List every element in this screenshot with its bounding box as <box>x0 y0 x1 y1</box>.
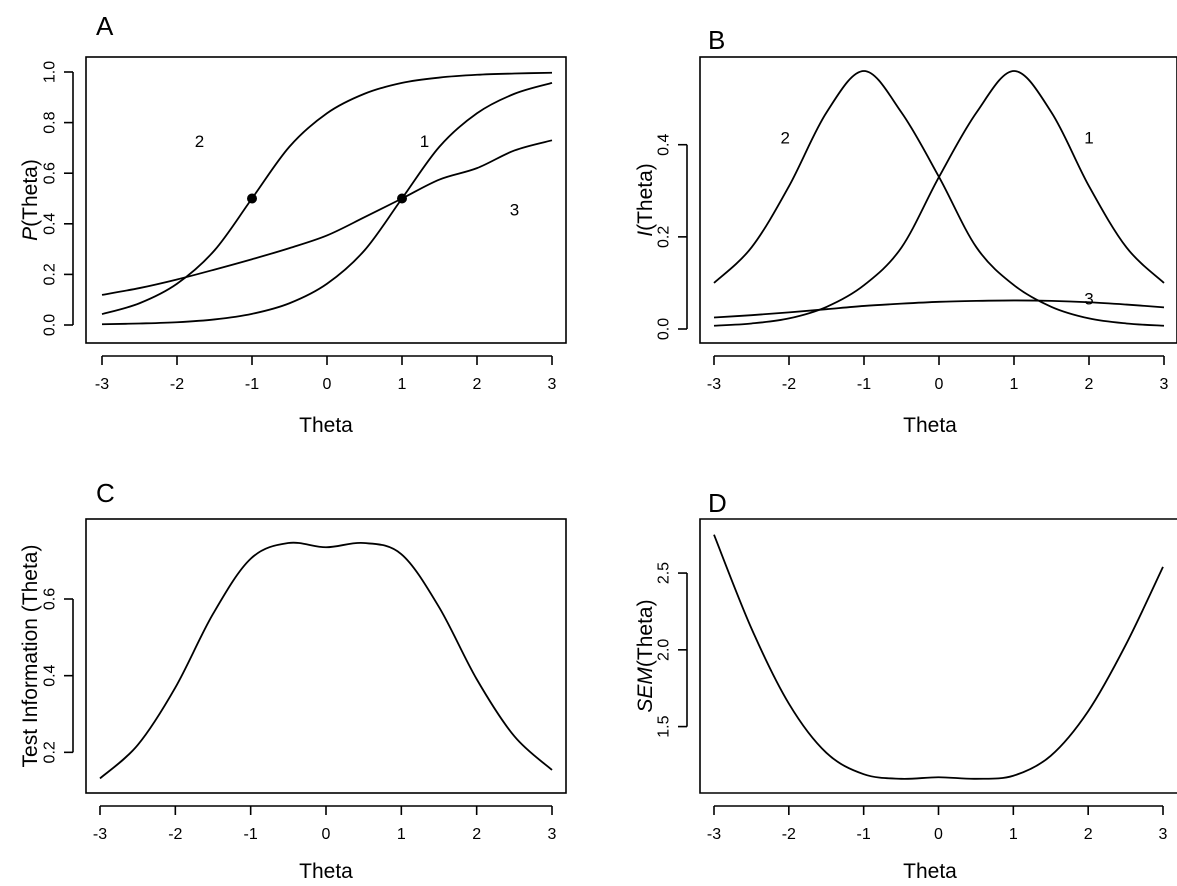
x-tick-label: 3 <box>1160 376 1169 393</box>
y-axis-title: I(Theta) <box>634 163 657 237</box>
x-tick-label: 1 <box>1010 376 1019 393</box>
x-axis-title: Theta <box>299 860 353 883</box>
data-point <box>247 193 257 204</box>
x-tick-label: 1 <box>397 826 406 843</box>
y-tick-label: 2.5 <box>656 562 673 584</box>
x-tick-label: 1 <box>398 376 407 393</box>
y-tick-label: 0.4 <box>42 664 59 686</box>
y-tick-label: 1.0 <box>42 61 59 83</box>
x-tick-label: 0 <box>935 376 944 393</box>
x-tick-label: 1 <box>1009 826 1018 843</box>
x-tick-label: -1 <box>857 376 871 393</box>
x-tick-label: 0 <box>323 376 332 393</box>
x-tick-label: -1 <box>244 826 258 843</box>
panel-letter: C <box>96 478 115 508</box>
y-axis-title: Test Information (Theta) <box>19 545 42 768</box>
plot-frame <box>85 518 567 794</box>
x-tick-label: 3 <box>548 826 557 843</box>
panel-b: B -3 -2 -1 0 1 2 3 0.0 0.2 0.4 Theta I(Theta) 2 1 3 <box>634 25 1177 437</box>
x-tick-label: 2 <box>472 826 481 843</box>
x-tick-label: -3 <box>707 376 721 393</box>
x-tick-label: -2 <box>782 826 796 843</box>
panel-letter: B <box>708 25 725 55</box>
series-line-1 <box>713 534 1164 780</box>
y-tick-label: 0.6 <box>42 162 59 184</box>
y-axis-title: SEM(Theta) <box>634 599 657 712</box>
curve-label: 3 <box>1084 290 1093 309</box>
curve-label: 2 <box>781 128 790 147</box>
y-tick-label: 0.4 <box>42 213 59 235</box>
y-tick-label: 2.0 <box>656 639 673 661</box>
panel-a: A -3 -2 -1 0 1 2 3 0.0 0.2 0.4 0.6 0.8 1.0 Theta P(Thet… <box>19 11 567 437</box>
panel-d: D -3 -2 -1 0 1 2 3 1.5 2.0 2.5 Theta SEM(Theta) <box>634 488 1177 883</box>
x-tick-label: -3 <box>93 826 107 843</box>
series-line-1 <box>713 70 1165 327</box>
series-line-3 <box>101 139 553 296</box>
x-tick-label: -1 <box>245 376 259 393</box>
y-tick-label: 0.2 <box>656 226 673 248</box>
series-line-1 <box>99 541 553 780</box>
series-line-1 <box>101 82 553 326</box>
panel-letter: D <box>708 488 727 518</box>
series-line-3 <box>713 299 1165 319</box>
panel-c: C -3 -2 -1 0 1 2 3 0.2 0.4 0.6 Theta Test Informatio… <box>19 478 567 883</box>
x-tick-label: -1 <box>857 826 871 843</box>
curve-label: 1 <box>1084 128 1093 147</box>
y-tick-label: 0.2 <box>42 741 59 763</box>
curve-label: 3 <box>510 200 519 219</box>
x-tick-label: -2 <box>782 376 796 393</box>
x-axis-title: Theta <box>903 414 957 437</box>
series-line-2 <box>101 71 553 315</box>
x-axis-title: Theta <box>299 414 353 437</box>
x-axis-title: Theta <box>903 860 957 883</box>
curve-label: 2 <box>195 132 204 151</box>
y-tick-label: 0.4 <box>656 133 673 155</box>
x-tick-label: 0 <box>322 826 331 843</box>
x-tick-label: -3 <box>95 376 109 393</box>
y-axis-title: P(Theta) <box>19 159 42 241</box>
y-tick-label: 0.0 <box>42 314 59 336</box>
x-tick-label: 3 <box>548 376 557 393</box>
series-line-2 <box>713 70 1165 327</box>
plot-frame <box>85 56 567 344</box>
plot-frame <box>699 56 1177 344</box>
y-tick-label: 0.8 <box>42 111 59 133</box>
x-tick-label: -2 <box>170 376 184 393</box>
x-tick-label: 3 <box>1159 826 1168 843</box>
plot-frame <box>699 518 1177 794</box>
y-tick-label: 1.5 <box>656 715 673 737</box>
y-tick-label: 0.2 <box>42 263 59 285</box>
y-tick-label: 0.0 <box>656 318 673 340</box>
x-tick-label: 0 <box>934 826 943 843</box>
curve-label: 1 <box>420 132 429 151</box>
panel-letter: A <box>96 11 114 41</box>
x-tick-label: 2 <box>473 376 482 393</box>
x-tick-label: -2 <box>168 826 182 843</box>
y-tick-label: 0.6 <box>42 588 59 610</box>
data-point <box>397 193 407 204</box>
x-tick-label: 2 <box>1085 376 1094 393</box>
x-tick-label: -3 <box>707 826 721 843</box>
x-tick-label: 2 <box>1084 826 1093 843</box>
